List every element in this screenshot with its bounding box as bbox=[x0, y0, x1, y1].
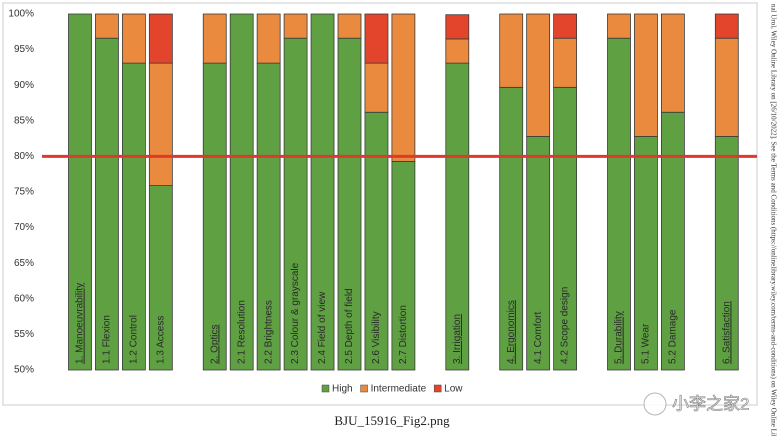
y-tick-label: 55% bbox=[14, 329, 34, 340]
bar-segment bbox=[553, 37, 577, 88]
y-tick-label: 95% bbox=[14, 44, 34, 55]
side-note: nal Urol, Wiley Online Library on [26/10… bbox=[769, 4, 777, 436]
category-label: 2.2 Brightness bbox=[263, 300, 274, 364]
y-tick-label: 50% bbox=[14, 365, 34, 376]
category-label: 4.1 Comfort bbox=[533, 312, 544, 364]
bar-segment bbox=[229, 13, 254, 371]
legend-label: Intermediate bbox=[371, 384, 427, 395]
legend-swatch bbox=[360, 384, 368, 393]
category-label: 1. Manoeuvrability bbox=[75, 283, 86, 364]
y-tick-label: 85% bbox=[14, 115, 34, 126]
watermark-icon bbox=[643, 392, 667, 416]
category-label: 2.7 Distortion bbox=[398, 305, 409, 364]
category-label: 6. Satisfaction bbox=[721, 301, 732, 364]
bar-segment bbox=[95, 13, 119, 39]
legend-swatch bbox=[321, 384, 330, 393]
legend-swatch bbox=[433, 384, 442, 393]
bar-segment bbox=[445, 14, 470, 40]
y-tick-label: 75% bbox=[14, 187, 34, 198]
bar-segment bbox=[553, 13, 577, 39]
category-label: 2.6 Visibility bbox=[371, 311, 382, 364]
y-tick-label: 60% bbox=[14, 293, 34, 304]
category-label: 5.1 Wear bbox=[641, 323, 652, 364]
bar-segment bbox=[364, 62, 389, 113]
category-label: 4. Ergonomics bbox=[506, 300, 517, 364]
bar-segment bbox=[364, 13, 389, 64]
bar-segment bbox=[148, 13, 173, 64]
category-label: 2. Optics bbox=[209, 325, 220, 364]
bar-segment bbox=[68, 13, 92, 371]
bar-segment bbox=[391, 13, 416, 162]
y-tick-label: 65% bbox=[14, 258, 34, 269]
bar-segment bbox=[634, 13, 658, 137]
bar-segment bbox=[526, 13, 551, 137]
category-label: 1.2 Control bbox=[129, 315, 140, 364]
y-tick-label: 100% bbox=[8, 9, 34, 20]
category-label: 2.3 Colour & grayscale bbox=[290, 262, 301, 364]
bar-segment bbox=[607, 13, 631, 39]
bar-segment bbox=[714, 37, 739, 137]
y-tick-label: 90% bbox=[14, 80, 34, 91]
bar-segment bbox=[283, 13, 308, 39]
caption: BJU_15916_Fig2.png bbox=[334, 413, 450, 428]
bar-segment bbox=[256, 13, 281, 64]
bar-segment bbox=[202, 13, 227, 64]
category-label: 1.3 Access bbox=[155, 316, 166, 364]
bar-segment bbox=[337, 13, 362, 39]
category-label: 3. Irrigation bbox=[452, 314, 463, 364]
bar-segment bbox=[310, 13, 335, 371]
watermark: 小李之家2 bbox=[643, 392, 750, 416]
bar-segment bbox=[202, 62, 227, 371]
category-label: 2.1 Resolution bbox=[236, 300, 247, 364]
category-label: 2.4 Field of view bbox=[317, 291, 328, 364]
watermark-text: 小李之家2 bbox=[672, 394, 749, 413]
bar-segment bbox=[661, 13, 685, 113]
legend-label: High bbox=[332, 384, 353, 395]
y-tick-label: 80% bbox=[14, 151, 34, 162]
bar-segment bbox=[148, 62, 173, 186]
legend-label: Low bbox=[444, 384, 463, 395]
category-label: 5. Durability bbox=[614, 311, 625, 364]
y-tick-label: 70% bbox=[14, 222, 34, 233]
bar-segment bbox=[714, 13, 739, 39]
category-label: 2.5 Depth of field bbox=[344, 288, 355, 364]
category-label: 1.1 Flexion bbox=[102, 315, 113, 364]
category-label: 4.2 Scope design bbox=[560, 287, 571, 364]
bar-segment bbox=[499, 13, 524, 88]
category-label: 5.2 Damage bbox=[668, 309, 679, 364]
bar-segment bbox=[445, 38, 470, 64]
bar-segment bbox=[122, 13, 146, 64]
